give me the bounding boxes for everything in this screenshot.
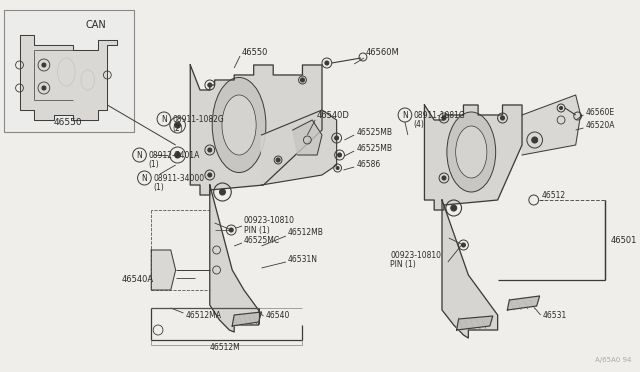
Text: 08912-7401A: 08912-7401A bbox=[148, 151, 200, 160]
Circle shape bbox=[175, 122, 180, 128]
Text: N: N bbox=[137, 151, 143, 160]
Text: N: N bbox=[141, 173, 147, 183]
Text: 08911-1081G: 08911-1081G bbox=[413, 110, 465, 119]
Text: 46501: 46501 bbox=[611, 235, 637, 244]
Text: A/65A0 94: A/65A0 94 bbox=[595, 357, 632, 363]
Ellipse shape bbox=[447, 112, 495, 192]
Ellipse shape bbox=[456, 126, 487, 178]
Bar bbox=[4, 10, 134, 132]
Text: 46520A: 46520A bbox=[586, 121, 615, 129]
Polygon shape bbox=[424, 105, 522, 210]
Text: 46586: 46586 bbox=[356, 160, 380, 169]
Text: 00923-10810: 00923-10810 bbox=[244, 215, 295, 224]
Text: CAN: CAN bbox=[86, 20, 107, 30]
Text: 46531: 46531 bbox=[543, 311, 567, 320]
Polygon shape bbox=[508, 296, 540, 310]
Circle shape bbox=[208, 148, 212, 152]
Circle shape bbox=[451, 205, 457, 211]
Text: 46512MA: 46512MA bbox=[186, 311, 221, 321]
Text: 46540: 46540 bbox=[266, 311, 290, 321]
Circle shape bbox=[338, 153, 342, 157]
Text: 46525MB: 46525MB bbox=[356, 144, 392, 153]
Text: 46525MC: 46525MC bbox=[244, 235, 280, 244]
Text: 46531N: 46531N bbox=[288, 256, 318, 264]
Polygon shape bbox=[457, 316, 493, 330]
Circle shape bbox=[442, 176, 446, 180]
Text: 46550: 46550 bbox=[54, 118, 83, 127]
Text: (2): (2) bbox=[173, 124, 184, 132]
Circle shape bbox=[208, 173, 212, 177]
Ellipse shape bbox=[212, 77, 266, 173]
Text: 46512M: 46512M bbox=[210, 343, 241, 353]
Circle shape bbox=[442, 116, 446, 120]
Text: N: N bbox=[402, 110, 408, 119]
Circle shape bbox=[301, 78, 305, 82]
Text: PIN (1): PIN (1) bbox=[390, 260, 416, 269]
Text: (1): (1) bbox=[153, 183, 164, 192]
Circle shape bbox=[532, 137, 538, 143]
Text: (4): (4) bbox=[413, 119, 424, 128]
Polygon shape bbox=[151, 250, 175, 290]
Circle shape bbox=[335, 136, 339, 140]
Circle shape bbox=[175, 152, 180, 158]
Circle shape bbox=[42, 86, 46, 90]
Circle shape bbox=[559, 106, 563, 109]
Polygon shape bbox=[19, 35, 117, 120]
Text: N: N bbox=[161, 115, 167, 124]
Polygon shape bbox=[262, 110, 337, 185]
Circle shape bbox=[461, 243, 465, 247]
Text: 46512MB: 46512MB bbox=[288, 228, 324, 237]
Text: 46560E: 46560E bbox=[586, 108, 614, 116]
Text: (1): (1) bbox=[148, 160, 159, 169]
Ellipse shape bbox=[222, 95, 256, 155]
Text: 46560M: 46560M bbox=[366, 48, 399, 57]
Text: 08911-34000: 08911-34000 bbox=[153, 173, 204, 183]
Polygon shape bbox=[232, 312, 262, 326]
Text: 46512: 46512 bbox=[541, 190, 566, 199]
Circle shape bbox=[208, 83, 212, 87]
Text: 08911-1082G: 08911-1082G bbox=[173, 115, 225, 124]
Polygon shape bbox=[292, 120, 322, 155]
Circle shape bbox=[42, 63, 46, 67]
Polygon shape bbox=[190, 65, 322, 195]
Polygon shape bbox=[522, 95, 580, 155]
Circle shape bbox=[336, 167, 339, 170]
Circle shape bbox=[276, 158, 280, 162]
Text: 46525MB: 46525MB bbox=[356, 128, 392, 137]
Polygon shape bbox=[210, 185, 259, 332]
Text: 00923-10810: 00923-10810 bbox=[390, 250, 442, 260]
Circle shape bbox=[500, 116, 504, 120]
Text: 46550: 46550 bbox=[242, 48, 268, 57]
Polygon shape bbox=[442, 200, 498, 338]
Circle shape bbox=[220, 189, 225, 195]
Text: 46540D: 46540D bbox=[317, 110, 350, 119]
Text: PIN (1): PIN (1) bbox=[244, 225, 269, 234]
Circle shape bbox=[325, 61, 329, 65]
Text: 46540A: 46540A bbox=[122, 276, 154, 285]
Circle shape bbox=[229, 228, 233, 232]
